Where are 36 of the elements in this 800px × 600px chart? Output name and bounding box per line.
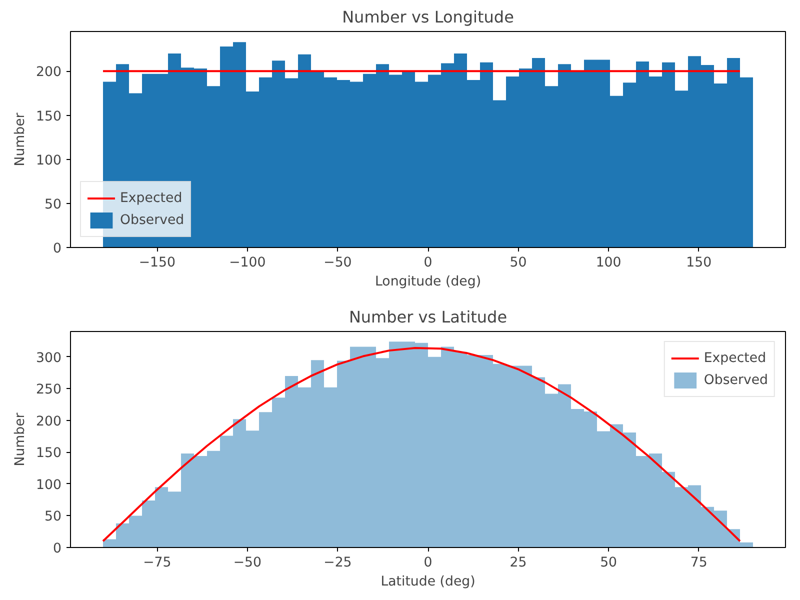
x-tick-label: 150 [686,256,712,270]
y-tick-label: 150 [36,109,62,124]
legend-label: Observed [120,212,184,228]
x-tick-label: 75 [690,556,708,570]
x-tick-label: −150 [138,256,176,270]
y-tick-label: 200 [36,65,62,80]
x-axis-title: Longitude (deg) [374,274,482,290]
y-axis-title: Number [13,412,28,466]
legend-label: Expected [704,350,766,366]
y-tick-label: 150 [36,446,62,462]
y-tick-label: 0 [53,542,62,556]
x-axis-title: Latitude (deg) [380,574,476,590]
x-tick-label: −50 [324,256,352,270]
x-tick-label: 100 [596,256,622,270]
legend-label: Observed [704,372,768,388]
y-tick-label: 200 [36,414,62,430]
y-tick-label: 100 [36,478,62,493]
y-tick-label: 50 [44,197,62,212]
x-tick-label: 25 [510,556,527,570]
y-axis-title: Number [13,112,28,166]
y-tick-label: 300 [36,350,62,366]
y-tick-label: 0 [53,242,62,256]
y-tick-label: 250 [36,382,62,398]
x-tick-label: −50 [233,556,262,570]
x-tick-label: −25 [324,556,352,570]
x-tick-label: 50 [510,256,527,270]
x-tick-label: −100 [229,256,266,270]
x-tick-label: 0 [424,256,432,270]
x-tick-label: −75 [143,556,172,570]
y-tick-label: 100 [36,153,62,168]
y-tick-label: 50 [44,510,62,525]
chart-title: Number vs Longitude [342,8,514,26]
x-tick-label: 50 [600,556,618,570]
x-tick-label: 0 [424,556,432,570]
legend-label: Expected [120,190,182,206]
chart-title: Number vs Latitude [348,308,508,326]
